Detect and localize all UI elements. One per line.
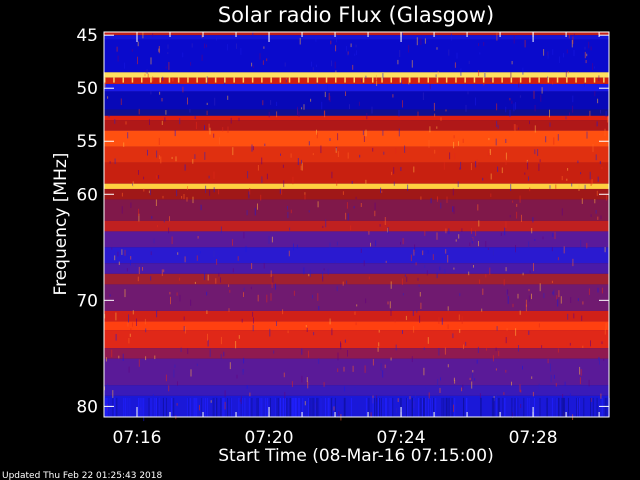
y-tick-label: 55	[76, 132, 98, 152]
spectrogram-band-5	[104, 83, 609, 92]
spectrogram-band-13	[104, 183, 609, 189]
spectrogram-band-27	[104, 385, 609, 396]
spectrogram-band-12	[104, 162, 609, 184]
chart-title: Solar radio Flux (Glasgow)	[218, 3, 494, 27]
spectrogram-band-15	[104, 199, 609, 221]
spectrogram-band-3	[104, 72, 609, 78]
spectrogram-band-19	[104, 263, 609, 274]
y-tick-label: 60	[76, 185, 98, 205]
spectrogram-band-20	[104, 273, 609, 285]
spectrogram-band-24	[104, 330, 609, 349]
updated-timestamp: Updated Thu Feb 22 01:25:43 2018	[2, 471, 163, 480]
spectrogram-band-11	[104, 146, 609, 163]
spectrogram-band-8	[104, 115, 609, 121]
spectrogram-band-4	[104, 77, 609, 84]
x-tick-label: 07:24	[377, 428, 426, 448]
y-tick-label: 45	[76, 26, 98, 46]
spectrogram-band-23	[104, 321, 609, 331]
spectrogram-band-17	[104, 231, 609, 248]
x-tick-label: 07:16	[113, 428, 162, 448]
spectrogram-band-26	[104, 358, 609, 386]
spectrogram-texture	[104, 32, 610, 422]
y-tick-label: 50	[76, 79, 98, 99]
x-axis-label: Start Time (08-Mar-16 07:15:00)	[218, 446, 493, 466]
x-tick-label: 07:28	[509, 428, 558, 448]
spectrogram-band-16	[104, 220, 609, 232]
spectrogram-band-2	[104, 39, 609, 73]
y-tick-label: 80	[76, 397, 98, 417]
plot-frame	[103, 31, 610, 418]
y-axis-label: Frequency [MHz]	[51, 153, 71, 296]
spectrogram-band-14	[104, 188, 609, 200]
spectrogram-band-10	[104, 130, 609, 147]
spectrogram-band-0	[104, 32, 609, 36]
x-tick-label: 07:20	[245, 428, 294, 448]
spectrogram-band-9	[104, 120, 609, 131]
spectrogram-band-1	[104, 35, 609, 40]
spectrogram-band-22	[104, 310, 609, 322]
spectrogram-band-7	[104, 109, 609, 116]
spectrogram-band-21	[104, 284, 609, 311]
chart-axes: 45 50 55 60 70 80 07:16 07:20 07:24 07:28	[76, 26, 610, 448]
spectrogram-band-25	[104, 348, 609, 359]
spectrogram-plot-area	[104, 32, 610, 422]
y-tick-label: 70	[76, 291, 98, 311]
spectrogram-band-6	[104, 91, 609, 110]
spectrogram-band-18	[104, 247, 609, 264]
